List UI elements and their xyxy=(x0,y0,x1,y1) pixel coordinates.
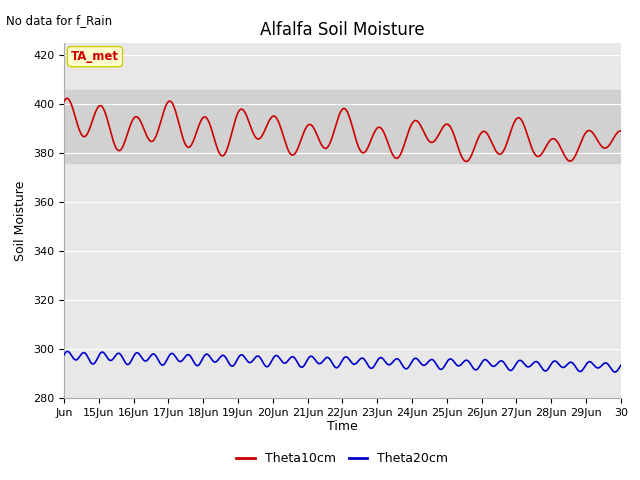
Text: TA_met: TA_met xyxy=(71,50,119,63)
Title: Alfalfa Soil Moisture: Alfalfa Soil Moisture xyxy=(260,21,425,39)
Legend: Theta10cm, Theta20cm: Theta10cm, Theta20cm xyxy=(232,447,453,470)
Bar xyxy=(64,90,621,163)
X-axis label: Time: Time xyxy=(327,420,358,432)
Text: No data for f_Rain: No data for f_Rain xyxy=(6,14,113,27)
Y-axis label: Soil Moisture: Soil Moisture xyxy=(15,180,28,261)
